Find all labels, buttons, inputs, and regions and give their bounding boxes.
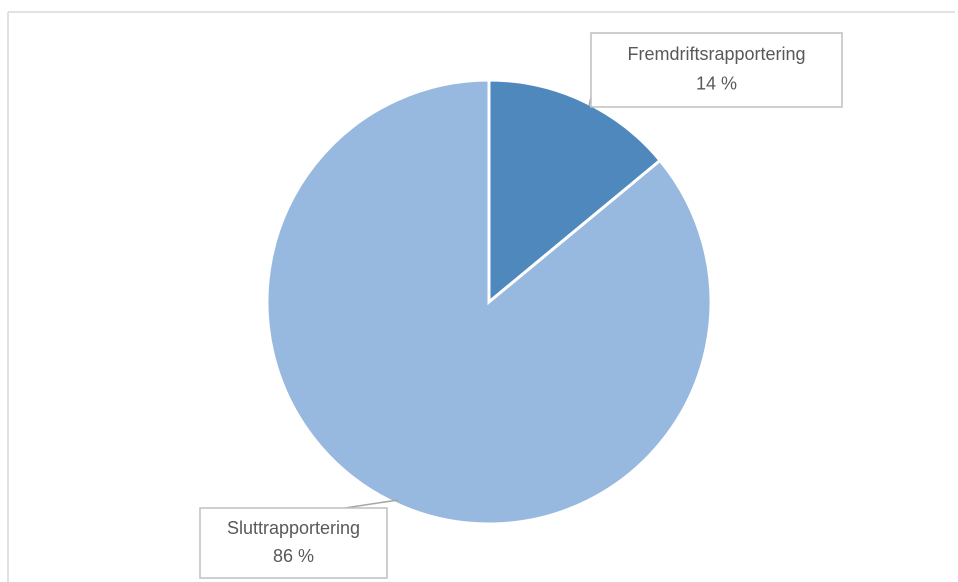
leader-line (344, 499, 399, 509)
label-box (590, 32, 843, 108)
pie-slice (487, 78, 663, 306)
label-box (199, 507, 388, 579)
value-label: 86 % (273, 546, 314, 566)
category-label: Sluttrapportering (227, 518, 360, 538)
pie-slice (265, 78, 713, 526)
category-label: Fremdriftsrapportering (627, 44, 805, 64)
value-label: 14 % (696, 74, 737, 94)
